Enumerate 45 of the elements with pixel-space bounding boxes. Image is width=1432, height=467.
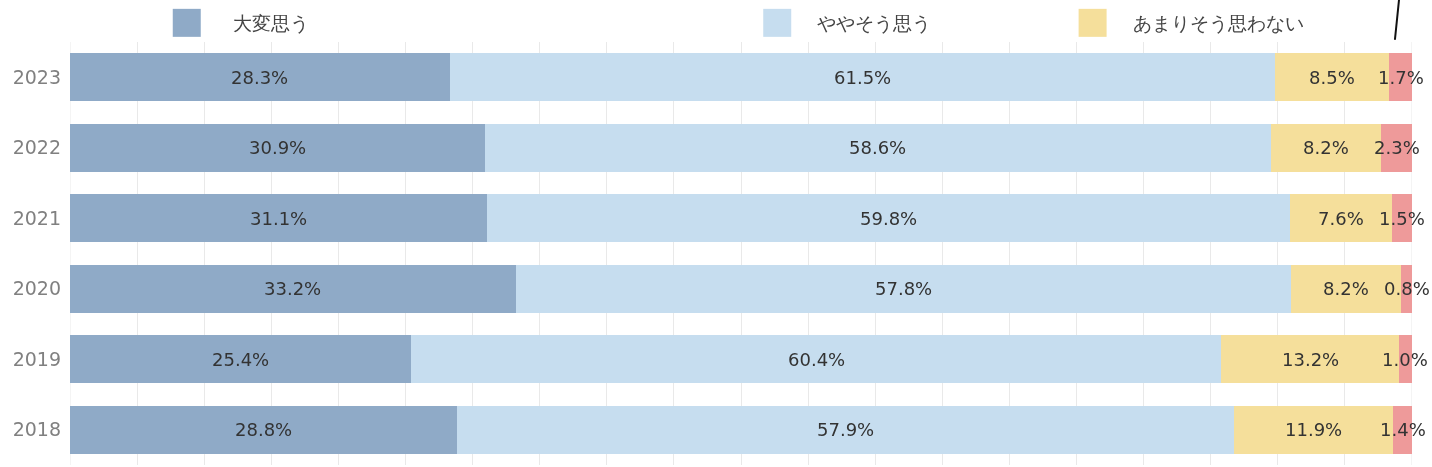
legend-label: あまりそう思わない xyxy=(1132,12,1304,35)
data-label: 28.8% xyxy=(235,419,293,440)
bar xyxy=(70,53,450,102)
data-label: 57.9% xyxy=(817,419,875,440)
data-label: 8.2% xyxy=(1323,278,1369,299)
bar xyxy=(456,405,1234,454)
bar xyxy=(515,264,1292,313)
bar xyxy=(484,123,1272,172)
bar xyxy=(487,194,1290,243)
data-label: 31.1% xyxy=(250,208,308,229)
bar xyxy=(70,194,488,243)
y-tick-label: 2021 xyxy=(12,206,61,229)
data-label: 7.6% xyxy=(1318,208,1364,229)
data-label: 1.7% xyxy=(1378,67,1424,88)
y-tick-label: 2020 xyxy=(12,277,61,300)
bar xyxy=(70,335,411,384)
data-label: 61.5% xyxy=(834,67,892,88)
data-label: 25.4% xyxy=(212,349,270,370)
data-label: 8.5% xyxy=(1309,67,1355,88)
data-label: 59.8% xyxy=(860,208,918,229)
data-label: 57.8% xyxy=(875,278,933,299)
data-label: 1.0% xyxy=(1382,349,1428,370)
y-tick-label: 2018 xyxy=(12,418,61,441)
bar xyxy=(70,405,457,454)
data-label: 33.2% xyxy=(264,278,322,299)
data-label: 28.3% xyxy=(231,67,289,88)
bar xyxy=(410,335,1222,384)
data-label: 58.6% xyxy=(849,137,907,158)
data-label: 2.3% xyxy=(1374,137,1420,158)
data-label: 8.2% xyxy=(1303,137,1349,158)
y-tick-label: 2022 xyxy=(12,136,61,159)
data-label: 1.5% xyxy=(1379,208,1425,229)
y-tick-label: 2023 xyxy=(12,65,61,88)
bar xyxy=(70,123,485,172)
bar xyxy=(449,53,1276,102)
data-label: 30.9% xyxy=(249,137,307,158)
bar xyxy=(70,264,516,313)
data-label: 60.4% xyxy=(788,349,846,370)
y-tick-label: 2019 xyxy=(12,347,61,370)
legend-label: ややそう思う xyxy=(817,12,932,35)
data-label: 13.2% xyxy=(1282,349,1340,370)
data-label: 1.4% xyxy=(1380,419,1426,440)
legend-label: 大変思う xyxy=(232,12,309,35)
data-label: 11.9% xyxy=(1285,419,1343,440)
data-label: 0.8% xyxy=(1384,278,1430,299)
